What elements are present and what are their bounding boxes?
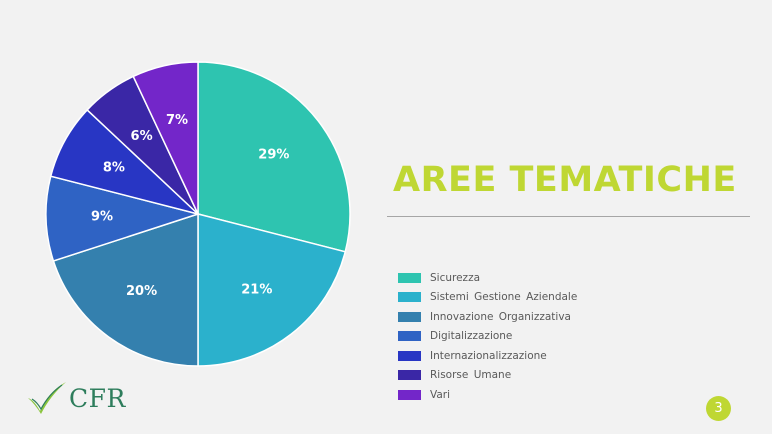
pie-chart: 29% 21% 20% 9% 8% 6% 7% xyxy=(45,61,351,367)
legend-item: Sistemi Gestione Aziendale xyxy=(398,288,577,308)
legend-swatch xyxy=(398,389,421,400)
legend-label: Digitalizzazione xyxy=(430,330,513,343)
legend-label: Innovazione Organizzativa xyxy=(430,310,571,323)
pie-slice-2 xyxy=(52,212,199,367)
chart-legend: Sicurezza Sistemi Gestione Aziendale Innov… xyxy=(398,268,577,405)
slide-title: AREE TEMATICHE xyxy=(393,160,737,200)
legend-item: Vari xyxy=(398,385,577,405)
cfr-logo-check-icon xyxy=(28,382,66,414)
legend-swatch xyxy=(398,292,421,303)
title-divider xyxy=(387,216,750,217)
logo-text: CFR xyxy=(69,384,126,413)
legend-swatch xyxy=(398,350,421,361)
slice-data-label: 7% xyxy=(166,113,188,128)
slice-data-label: 21% xyxy=(241,282,272,297)
slice-data-label: 9% xyxy=(91,210,113,225)
legend-label: Risorse Umane xyxy=(430,369,512,382)
legend-label: Vari xyxy=(430,388,451,401)
legend-item: Risorse Umane xyxy=(398,366,577,386)
slice-data-label: 29% xyxy=(258,148,289,163)
legend-label: Internazionalizzazione xyxy=(430,349,547,362)
slice-data-label: 6% xyxy=(131,129,153,144)
slice-data-label: 8% xyxy=(103,160,125,175)
legend-item: Digitalizzazione xyxy=(398,327,577,347)
legend-swatch xyxy=(398,331,421,342)
pie-slice-1 xyxy=(197,213,347,367)
legend-swatch xyxy=(398,311,421,322)
page-number-badge: 3 xyxy=(706,396,731,421)
legend-item: Sicurezza xyxy=(398,268,577,288)
legend-item: Internazionalizzazione xyxy=(398,346,577,366)
pie-slice-3 xyxy=(45,175,201,262)
legend-swatch xyxy=(398,370,421,381)
legend-item: Innovazione Organizzativa xyxy=(398,307,577,327)
legend-label: Sistemi Gestione Aziendale xyxy=(430,291,578,304)
slice-data-label: 20% xyxy=(126,284,157,299)
legend-swatch xyxy=(398,272,421,283)
legend-label: Sicurezza xyxy=(430,271,481,284)
pie-slice-0 xyxy=(197,61,351,253)
pie-slice-6 xyxy=(132,61,199,215)
